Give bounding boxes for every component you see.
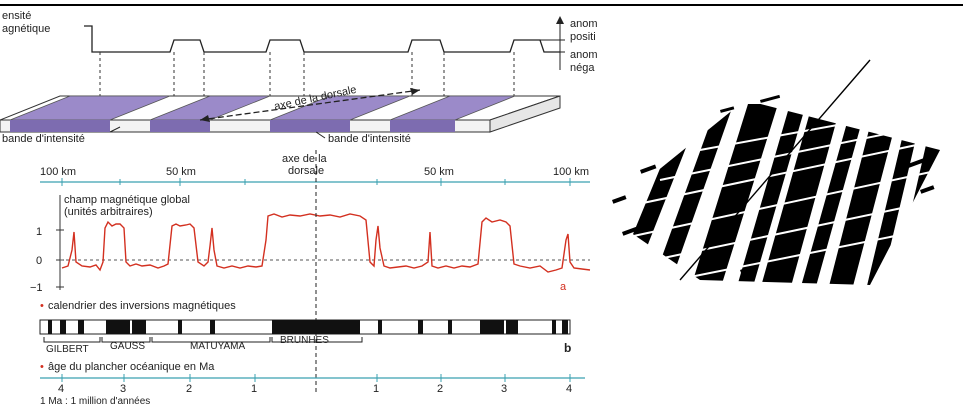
age-bullet: •	[40, 361, 44, 373]
band-right-pointer	[315, 131, 326, 139]
age-right-3: 3	[501, 383, 507, 395]
age-left-4: 4	[58, 383, 64, 395]
negative-label-1: anom	[570, 49, 598, 61]
intensity-arrow-head	[556, 16, 564, 24]
km-ticks	[61, 178, 571, 186]
band-label-right: bande d'intensité	[328, 133, 411, 145]
age-left-1: 1	[251, 383, 257, 395]
intensity-label-1: ensité	[2, 10, 31, 22]
reversal-bullet: •	[40, 300, 44, 312]
chron-matuyama: MATUYAMA	[190, 341, 246, 352]
age-right-4: 4	[566, 383, 572, 395]
band-left-pointer	[109, 126, 121, 133]
field-curve	[61, 213, 591, 273]
ridge-arrow-left	[200, 115, 210, 122]
age-footnote: 1 Ma : 1 million d'années	[40, 396, 150, 407]
magnetic-profile-panel: 100 km 50 km 50 km 100 km axe de la dors…	[30, 150, 591, 392]
ridge-title-1: axe de la	[282, 153, 328, 165]
chron-brunhes: BRUNHES	[280, 335, 329, 346]
age-left-3: 3	[120, 383, 126, 395]
curve-letter-a: a	[560, 281, 567, 293]
brunhes-bracket	[271, 337, 363, 343]
km-100-left: 100 km	[40, 166, 76, 178]
age-left-2: 2	[186, 383, 192, 395]
age-axis-panel: • âge du plancher océanique en Ma 4 3 2 …	[40, 361, 585, 407]
gilbert-bracket	[43, 337, 101, 343]
intensity-label-2: agnétique	[2, 23, 50, 35]
reversal-timeline-panel: • calendrier des inversions magnétiques …	[39, 300, 571, 355]
ridge-arrow-right	[410, 88, 420, 95]
matuyama-bracket	[151, 337, 271, 343]
reversal-title: calendrier des inversions magnétiques	[48, 300, 236, 312]
curve-title-2: (unités arbitraires)	[64, 206, 153, 218]
km-50-right: 50 km	[424, 166, 454, 178]
negative-label-2: néga	[570, 62, 595, 74]
km-50-left: 50 km	[166, 166, 196, 178]
gauss-bracket	[101, 337, 151, 343]
positive-label-2: positi	[570, 31, 596, 43]
chron-gauss: GAUSS	[110, 341, 145, 352]
age-ticks	[61, 374, 571, 382]
age-right-1: 1	[373, 383, 379, 395]
ridge-axis-line	[199, 89, 421, 121]
reversal-letter-b: b	[564, 341, 571, 355]
chron-gilbert: GILBERT	[46, 344, 89, 355]
curve-title-1: champ magnétique global	[64, 194, 190, 206]
slab-side	[489, 95, 561, 133]
age-right-2: 2	[437, 383, 443, 395]
y-label-0: 0	[36, 255, 42, 267]
reversal-normal-chrons	[48, 320, 568, 334]
magnetic-bands-front	[10, 120, 455, 132]
y-label-1: 1	[36, 226, 42, 238]
stripe-fragments	[612, 94, 935, 274]
anomaly-profile	[84, 25, 560, 53]
ridge-line-map	[679, 59, 871, 281]
positive-label-1: anom	[570, 18, 598, 30]
km-100-right: 100 km	[553, 166, 589, 178]
ridge-title-2: dorsale	[288, 165, 324, 177]
y-label-neg1: −1	[30, 282, 43, 294]
age-title: âge du plancher océanique en Ma	[48, 361, 215, 373]
top-block-diagram: ensité agnétique anom positi anom néga	[0, 10, 598, 145]
band-label-left: bande d'intensité	[2, 133, 85, 145]
magnetic-stripe-map	[609, 59, 941, 286]
